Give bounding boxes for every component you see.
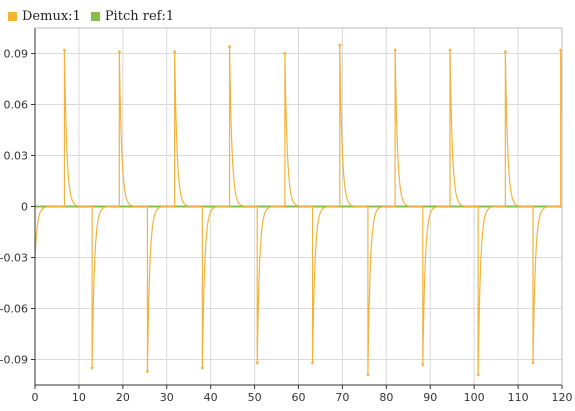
y-tick: -0.09: [0, 354, 35, 367]
y-tick: -0.06: [0, 303, 35, 316]
x-tick: 10: [72, 385, 86, 404]
y-tick-label: -0.06: [0, 303, 28, 316]
y-tick-label: 0.03: [4, 150, 29, 163]
demux-peak-point: [476, 373, 480, 377]
legend-label-pitch-ref: Pitch ref:1: [104, 8, 175, 24]
y-tick-label: 0.09: [4, 48, 29, 61]
y-tick: -0.03: [0, 252, 35, 265]
demux-peak-point: [90, 366, 94, 370]
x-tick-label: 50: [248, 391, 262, 404]
x-tick: 100: [464, 385, 485, 404]
demux-peak-point: [255, 361, 259, 365]
y-tick-label: 0: [21, 201, 28, 214]
y-tick: 0.03: [4, 150, 35, 163]
y-tick-label: -0.03: [0, 252, 28, 265]
demux-peak-point: [228, 45, 232, 49]
legend: Demux:1 Pitch ref:1: [8, 6, 184, 26]
x-tick: 60: [292, 385, 306, 404]
x-tick-label: 100: [464, 391, 485, 404]
x-tick: 20: [116, 385, 130, 404]
legend-item-pitch-ref[interactable]: Pitch ref:1: [90, 8, 175, 24]
x-tick-label: 40: [204, 391, 218, 404]
demux-peak-point: [145, 369, 149, 373]
demux-peak-point: [173, 50, 177, 54]
demux-peak-point: [559, 48, 563, 52]
x-tick: 70: [335, 385, 349, 404]
x-tick: 110: [508, 385, 529, 404]
x-tick-label: 0: [32, 391, 39, 404]
legend-swatch-pitch-ref: [90, 11, 100, 21]
x-tick-label: 110: [508, 391, 529, 404]
x-tick: 30: [160, 385, 174, 404]
x-tick: 120: [552, 385, 573, 404]
demux-peak-point: [531, 361, 535, 365]
x-tick-label: 20: [116, 391, 130, 404]
legend-item-demux[interactable]: Demux:1: [8, 9, 81, 24]
x-tick-label: 70: [335, 391, 349, 404]
x-tick-label: 80: [379, 391, 393, 404]
axes: 0 10 20 30 40 50 60 70 80 90 100 110 120 0.09 0.06 0.03…: [0, 27, 573, 404]
y-tick: 0.06: [4, 99, 35, 112]
demux-peak-point: [366, 373, 370, 377]
demux-peak-point: [62, 48, 66, 52]
x-tick-label: 120: [552, 391, 573, 404]
demux-peak-point: [311, 361, 315, 365]
x-tick-label: 10: [72, 391, 86, 404]
series-group: [34, 43, 563, 377]
y-tick: 0.09: [4, 48, 35, 61]
demux-peak-point: [200, 366, 204, 370]
demux-peak-point: [338, 43, 342, 47]
series-line-demux: [34, 44, 563, 375]
x-tick: 80: [379, 385, 393, 404]
y-tick: 0: [21, 201, 35, 214]
demux-peak-point: [503, 50, 507, 54]
x-tick: 0: [32, 385, 39, 404]
y-tick-label: -0.09: [0, 354, 28, 367]
x-tick-label: 90: [423, 391, 437, 404]
x-tick-label: 30: [160, 391, 174, 404]
x-tick-label: 60: [292, 391, 306, 404]
x-tick: 50: [248, 385, 262, 404]
legend-swatch-demux: [8, 11, 17, 21]
demux-peak-point: [421, 363, 425, 367]
x-tick: 40: [204, 385, 218, 404]
demux-peak-point: [393, 48, 397, 52]
y-tick-label: 0.06: [4, 99, 29, 112]
demux-peak-point: [117, 50, 121, 54]
demux-peak-point: [448, 48, 452, 52]
legend-label-demux: Demux:1: [22, 8, 81, 24]
demux-peak-point: [283, 52, 287, 55]
x-tick: 90: [423, 385, 437, 404]
